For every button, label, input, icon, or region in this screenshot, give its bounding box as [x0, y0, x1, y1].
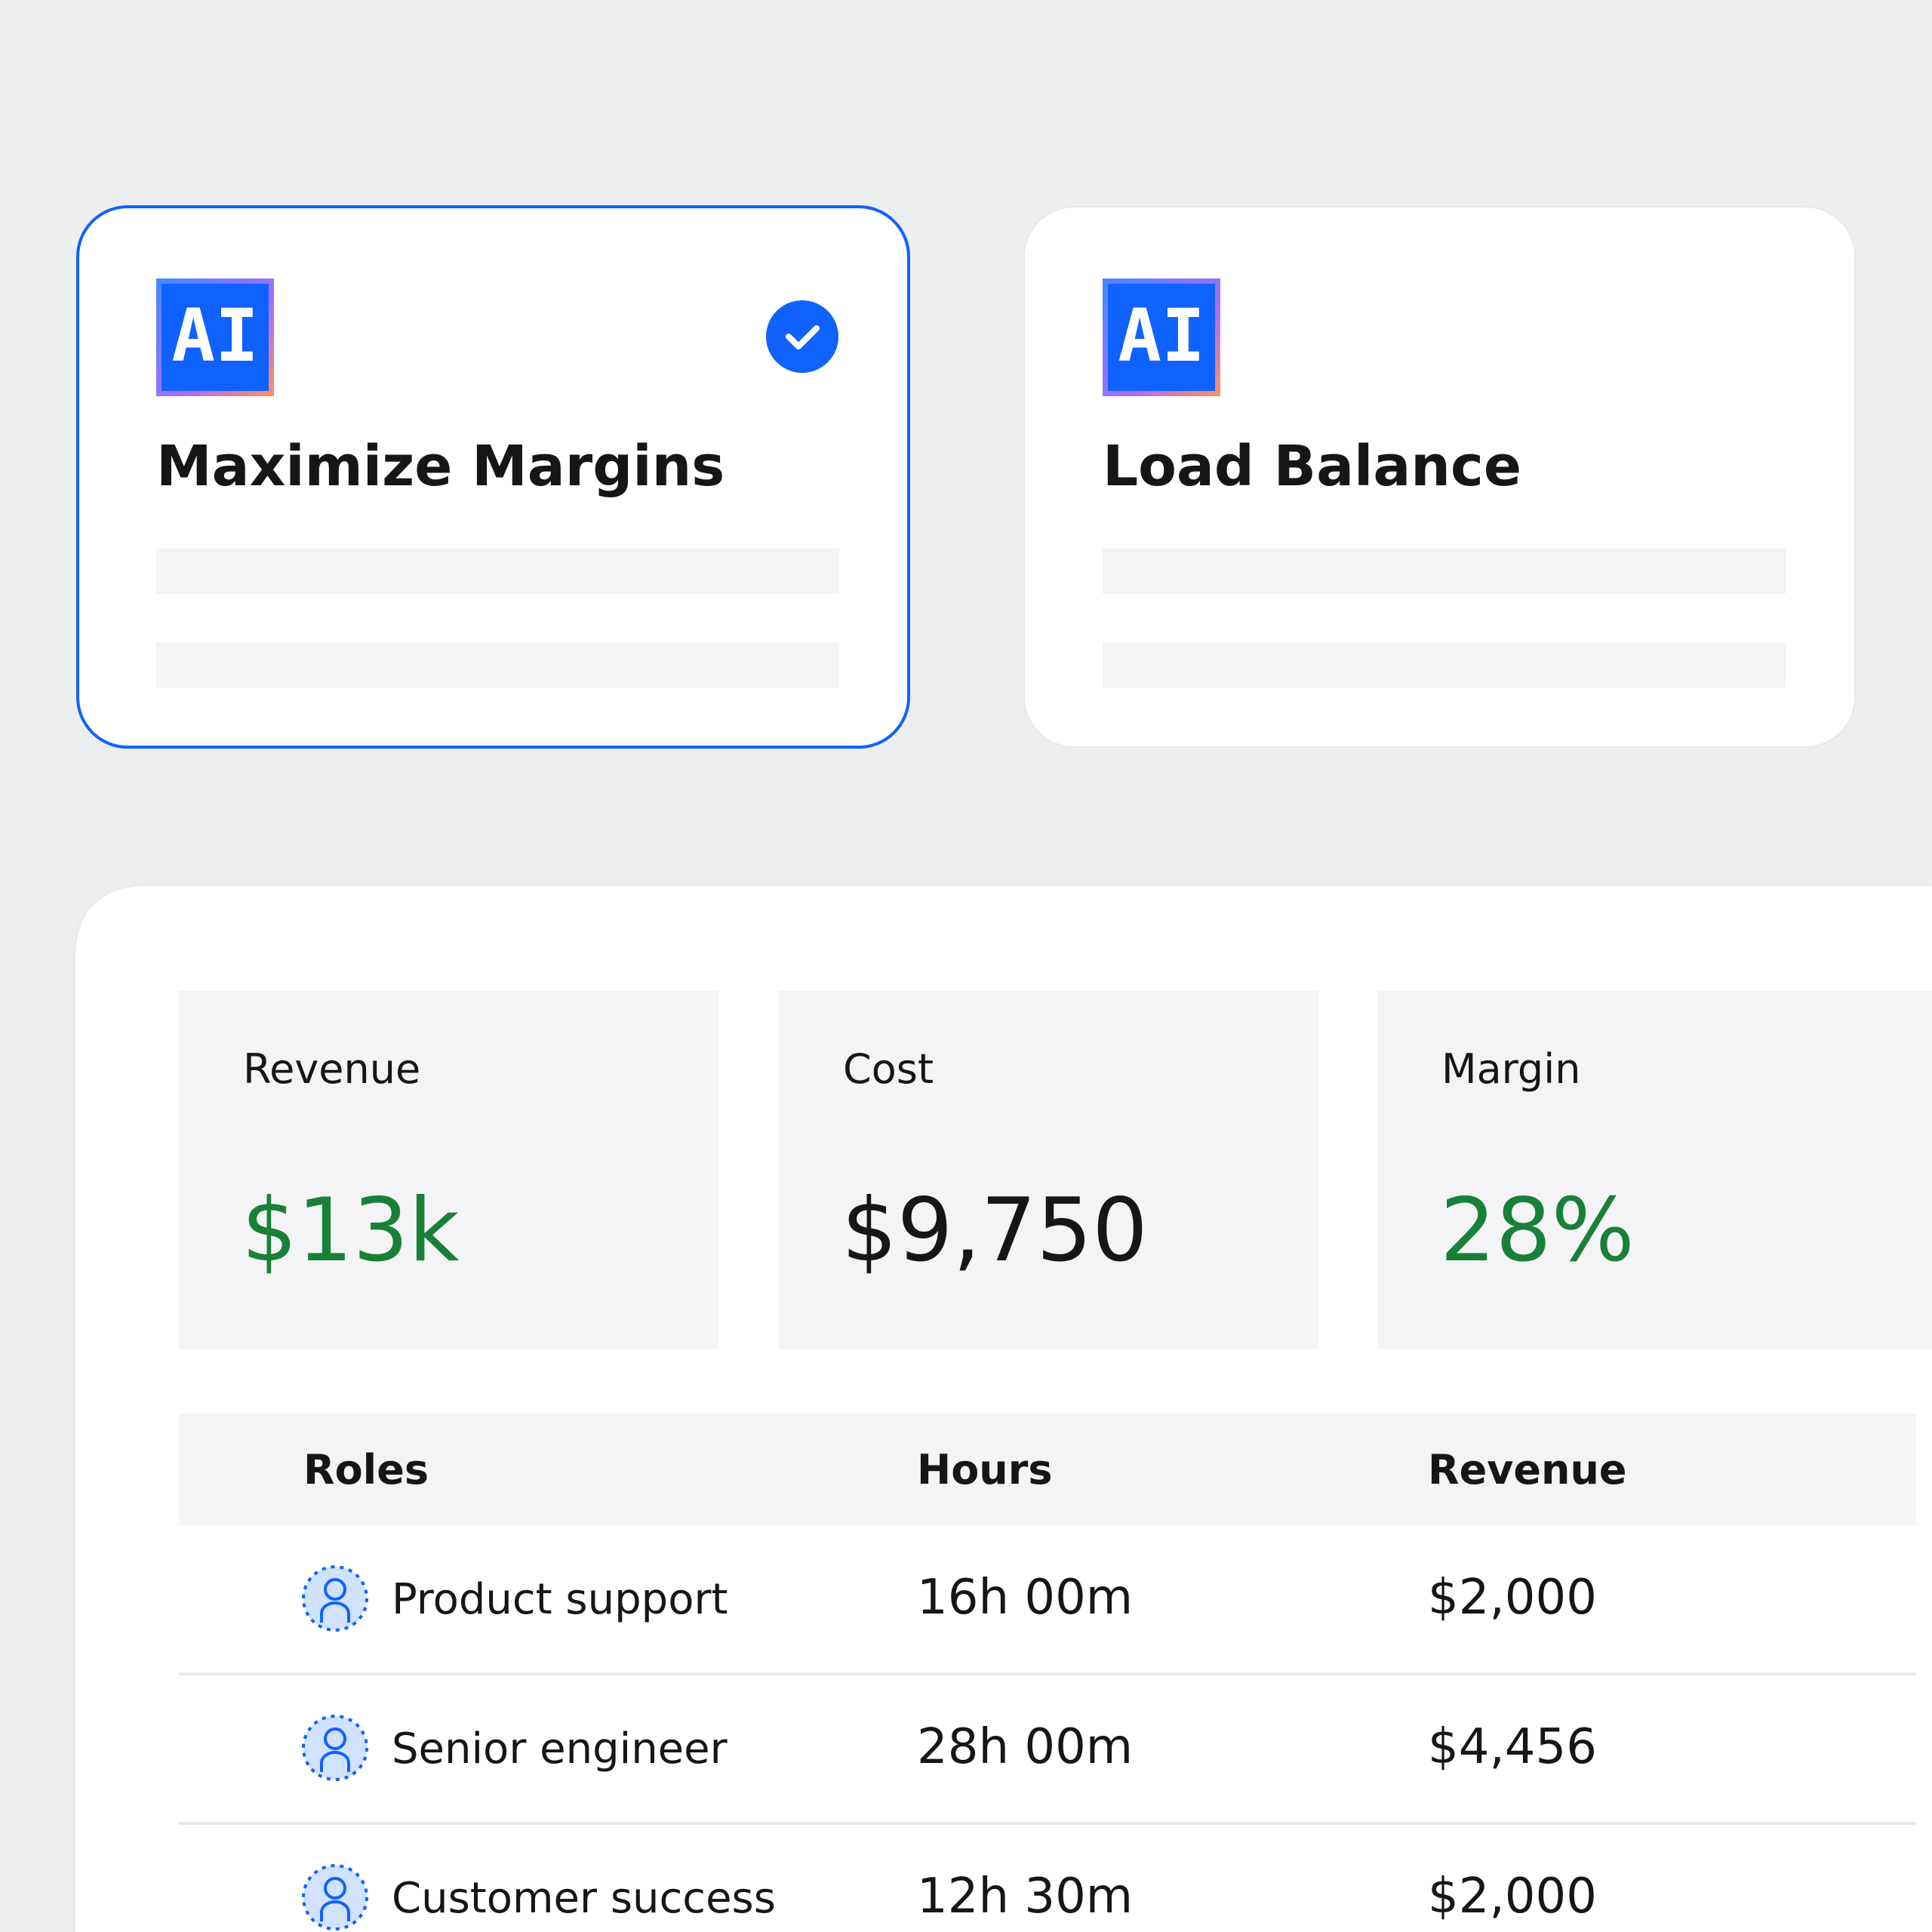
role-name: Customer success — [392, 1874, 776, 1923]
metric-label: Cost — [843, 1045, 934, 1093]
metric-tile — [779, 991, 1318, 1349]
column-header: Revenue — [1428, 1446, 1627, 1494]
metric-label: Margin — [1441, 1045, 1580, 1093]
role-icon-head — [324, 1877, 346, 1900]
table-header-bg — [179, 1414, 1916, 1525]
option-card[interactable]: AI Maximize Margins — [76, 205, 910, 749]
column-header: Hours — [917, 1446, 1053, 1494]
card-bg — [76, 205, 910, 749]
role-icon-body — [320, 1900, 350, 1921]
role-icon-head — [324, 1727, 346, 1750]
metric-label: Revenue — [243, 1045, 420, 1093]
cell: 16h 00m — [917, 1570, 1133, 1626]
metric-tile — [1377, 991, 1932, 1349]
metric-value: 28% — [1440, 1180, 1635, 1281]
check-mark — [786, 325, 820, 349]
placeholder-line — [1103, 642, 1786, 688]
cell: $2,000 — [1428, 1570, 1597, 1626]
cell: $2,000 — [1428, 1869, 1597, 1924]
ai-badge-text: AI — [171, 294, 259, 378]
metric-value: $9,750 — [841, 1180, 1148, 1281]
card-title: Load Balance — [1103, 434, 1521, 499]
cell: 12h 30m — [917, 1869, 1133, 1924]
check-circle — [766, 300, 838, 373]
role-icon-body — [320, 1751, 350, 1772]
ai-badge — [162, 284, 269, 391]
placeholder-line — [156, 549, 839, 594]
role-name: Product support — [392, 1575, 728, 1624]
card-bg — [1023, 206, 1856, 748]
metric-tile — [179, 991, 718, 1349]
option-card[interactable]: AI Load Balance — [1023, 206, 1856, 748]
role-icon-body — [320, 1601, 350, 1623]
metric-value: $13k — [242, 1180, 460, 1281]
role-name: Senior engineer — [392, 1724, 728, 1774]
ai-badge-text: AI — [1118, 294, 1205, 378]
cell: 28h 00m — [917, 1719, 1133, 1775]
role-icon-head — [324, 1578, 346, 1601]
column-header: Roles — [303, 1446, 429, 1494]
ai-badge — [1108, 284, 1215, 391]
placeholder-line — [1103, 549, 1786, 594]
card-title: Maximize Margins — [156, 434, 724, 499]
cell: $4,456 — [1428, 1719, 1597, 1775]
placeholder-line — [156, 642, 839, 688]
